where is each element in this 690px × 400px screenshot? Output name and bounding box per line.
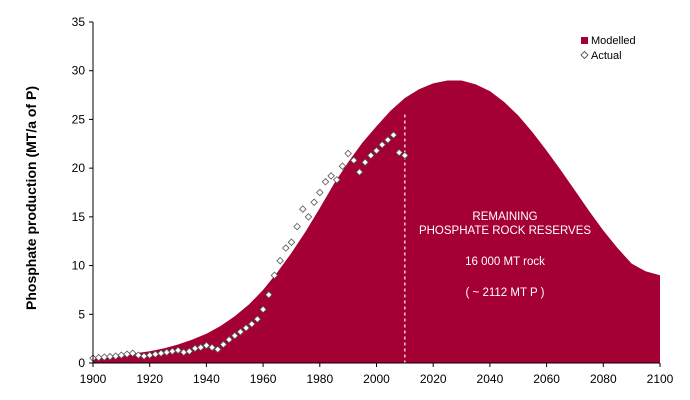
actual-point bbox=[282, 244, 290, 252]
actual-point bbox=[242, 324, 250, 332]
actual-point bbox=[350, 156, 358, 165]
actual-point bbox=[225, 335, 233, 344]
x-tick-label: 1960 bbox=[250, 372, 277, 386]
y-axis-label: Phosphate production (MT/a of P) bbox=[23, 86, 39, 310]
x-tick-label: 2000 bbox=[363, 372, 390, 386]
actual-point bbox=[293, 222, 301, 231]
x-tick-label: 1980 bbox=[306, 372, 333, 386]
legend-actual-label: Actual bbox=[591, 50, 622, 62]
actual-point bbox=[236, 328, 245, 336]
actual-point bbox=[94, 353, 103, 362]
annotation-block: REMAINING PHOSPHATE ROCK RESERVES 16 000… bbox=[419, 211, 591, 299]
actual-point bbox=[304, 213, 313, 221]
actual-point bbox=[372, 146, 381, 155]
x-tick-label: 2080 bbox=[590, 372, 617, 386]
actual-point bbox=[213, 345, 222, 354]
actual-point bbox=[196, 343, 205, 352]
x-tick-label: 2060 bbox=[533, 372, 560, 386]
actual-point bbox=[276, 256, 284, 265]
y-tick-label: 25 bbox=[72, 112, 86, 126]
actual-point bbox=[174, 346, 182, 355]
annotation-line-3: 16 000 MT rock bbox=[465, 256, 545, 268]
actual-point bbox=[219, 340, 228, 349]
actual-point bbox=[327, 172, 335, 180]
modelled-area-layer bbox=[93, 80, 660, 364]
actual-point bbox=[384, 136, 392, 144]
y-tick-label: 0 bbox=[78, 356, 85, 370]
actual-point bbox=[333, 176, 341, 184]
x-tick-label: 2020 bbox=[420, 372, 447, 386]
legend-modelled-swatch bbox=[581, 37, 588, 44]
actual-point bbox=[395, 148, 403, 157]
actual-point bbox=[361, 158, 369, 167]
actual-point bbox=[338, 162, 347, 170]
x-tick-label: 1920 bbox=[136, 372, 163, 386]
actual-point bbox=[259, 305, 267, 314]
actual-point bbox=[208, 343, 216, 352]
actual-point bbox=[270, 271, 279, 280]
annotation-line-1: REMAINING bbox=[472, 211, 537, 223]
actual-point bbox=[265, 291, 273, 299]
actual-point bbox=[310, 198, 318, 207]
actual-point bbox=[299, 205, 307, 213]
x-tick-label: 1900 bbox=[80, 372, 107, 386]
x-tick-label: 1940 bbox=[193, 372, 220, 386]
y-tick-label: 5 bbox=[78, 307, 85, 321]
annotation-line-4: ( ~ 2112 MT P ) bbox=[466, 287, 545, 299]
actual-point bbox=[185, 347, 194, 356]
actual-point bbox=[106, 352, 114, 361]
annotation-line-2: PHOSPHATE ROCK RESERVES bbox=[419, 225, 591, 237]
legend: Modelled Actual bbox=[580, 35, 636, 62]
actual-point bbox=[321, 178, 330, 186]
actual-point bbox=[230, 331, 239, 340]
axes-layer bbox=[89, 21, 661, 367]
actual-point bbox=[253, 315, 262, 323]
x-tick-label: 2040 bbox=[477, 372, 504, 386]
actual-point bbox=[134, 351, 143, 359]
actual-point bbox=[378, 140, 386, 149]
legend-modelled-label: Modelled bbox=[591, 35, 636, 47]
y-tick-label: 30 bbox=[72, 64, 86, 78]
y-tick-label: 20 bbox=[72, 161, 86, 175]
actual-point bbox=[202, 341, 211, 350]
tick-labels-layer: 0 5 10 15 20 25 30 35 1900 1920 1940 1960 1980 2000 20… bbox=[72, 15, 674, 386]
x-tick-label: 2100 bbox=[647, 372, 674, 386]
actual-point bbox=[344, 149, 352, 158]
actual-point bbox=[389, 131, 398, 139]
actual-point bbox=[355, 168, 364, 176]
actual-point bbox=[100, 353, 109, 361]
actual-point bbox=[128, 349, 137, 358]
actual-point bbox=[367, 151, 375, 160]
actual-point bbox=[247, 320, 256, 328]
actual-point bbox=[287, 238, 296, 246]
actual-scatter-layer bbox=[89, 131, 409, 362]
actual-point bbox=[401, 151, 409, 160]
legend-actual-marker bbox=[580, 50, 589, 60]
y-tick-label: 15 bbox=[72, 210, 86, 224]
modelled-area bbox=[93, 80, 660, 364]
actual-point bbox=[316, 188, 324, 197]
y-tick-label: 10 bbox=[72, 259, 86, 273]
y-tick-label: 35 bbox=[72, 15, 86, 29]
